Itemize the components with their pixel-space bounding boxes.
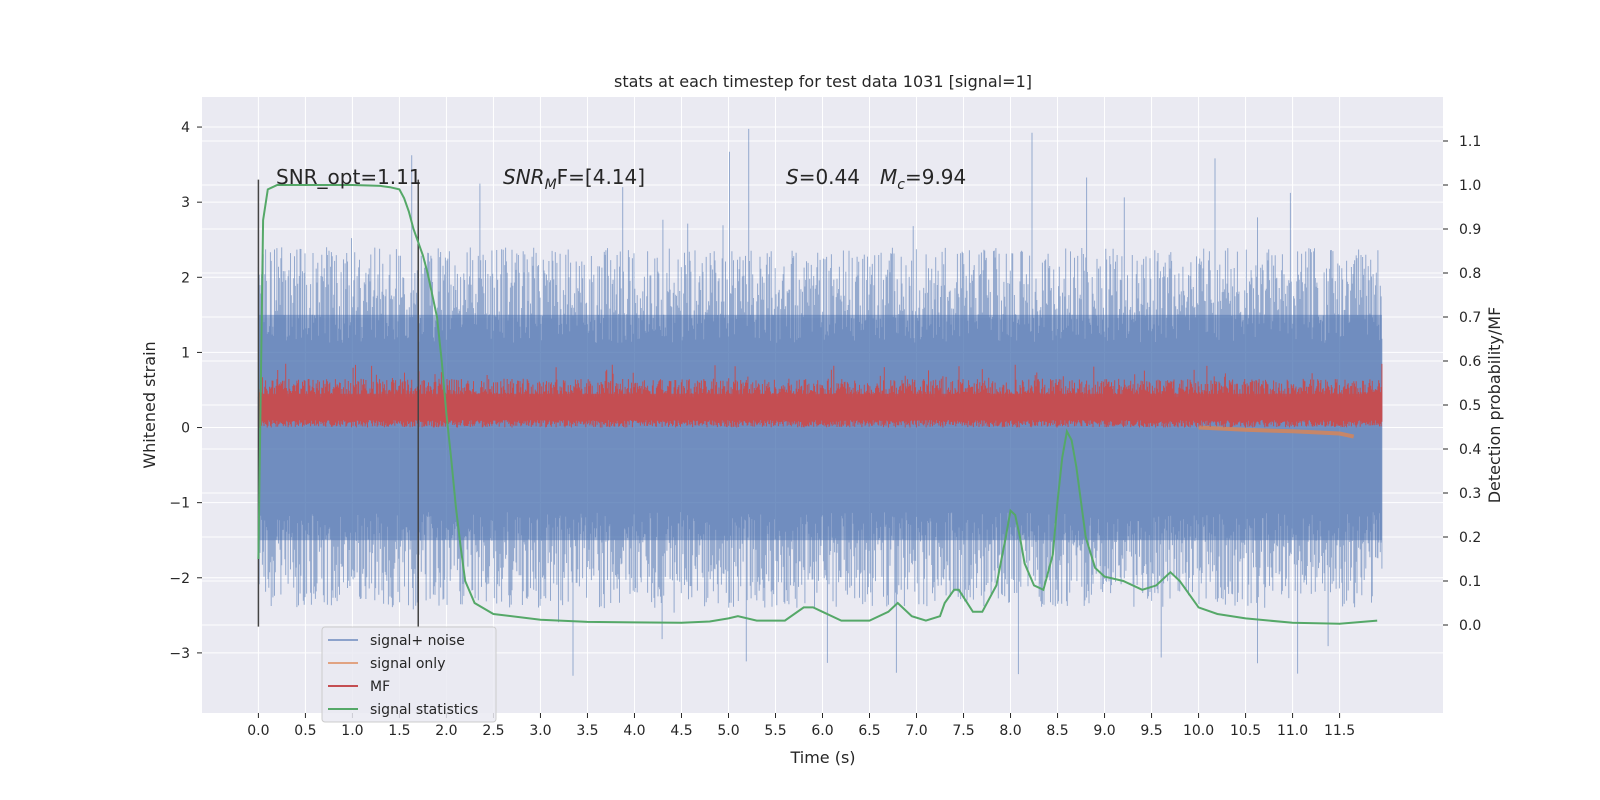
x-tick-label: 8.0 bbox=[999, 723, 1021, 739]
y-right-tick-label: 0.7 bbox=[1459, 310, 1481, 326]
x-tick-label: 7.0 bbox=[905, 723, 927, 739]
x-tick-label: 1.0 bbox=[341, 723, 363, 739]
series-signal-noise bbox=[257, 128, 1383, 676]
x-tick-label: 6.0 bbox=[811, 723, 833, 739]
s-value: =0.44 bbox=[799, 165, 860, 189]
y-right-tick-label: 1.0 bbox=[1459, 178, 1481, 194]
x-tick-label: 7.5 bbox=[952, 723, 974, 739]
snr-mf-sub: M bbox=[545, 177, 557, 193]
y-right-axis-ticks: 0.0 0.1 0.2 0.3 0.4 0.5 0.6 0.7 0.8 0.9 1.0 1.1 bbox=[1443, 134, 1481, 634]
x-tick-label: 11.5 bbox=[1324, 723, 1355, 739]
x-tick-label: 3.5 bbox=[576, 723, 598, 739]
mc-value: =9.94 bbox=[905, 165, 966, 189]
legend-label-signal-statistics: signal statistics bbox=[370, 702, 478, 718]
legend-box bbox=[321, 626, 497, 723]
annotation-snr-opt: SNR_opt=1.11 bbox=[276, 165, 422, 189]
x-tick-label: 10.5 bbox=[1230, 723, 1261, 739]
x-tick-label: 8.5 bbox=[1046, 723, 1068, 739]
snr-mf-prefix: SNR bbox=[503, 165, 545, 189]
y-right-tick-label: 0.3 bbox=[1459, 486, 1481, 502]
y-right-tick-label: 0.8 bbox=[1459, 266, 1481, 282]
annotation-s-mc: S=0.44 Mc=9.94 bbox=[786, 165, 966, 193]
legend-label-mf: MF bbox=[370, 679, 390, 695]
x-tick-label: 2.5 bbox=[482, 723, 504, 739]
y-right-tick-label: 0.0 bbox=[1459, 618, 1481, 634]
x-tick-label: 3.0 bbox=[529, 723, 551, 739]
y-tick-label: −3 bbox=[169, 646, 190, 662]
mc-sub: c bbox=[897, 177, 905, 193]
y-tick-label: 2 bbox=[181, 270, 190, 286]
x-axis-ticks: 0.0 0.5 1.0 1.5 2.0 2.5 3.0 3.5 4.0 4.5 5.0 5.5 6.0 6… bbox=[247, 713, 1355, 739]
x-axis-label: Time (s) bbox=[789, 748, 855, 767]
legend-label-signal-only: signal only bbox=[370, 656, 445, 672]
y-right-tick-label: 0.2 bbox=[1459, 530, 1481, 546]
x-tick-label: 0.0 bbox=[247, 723, 269, 739]
mc-label: M bbox=[880, 165, 897, 189]
annotation-snr-mf: SNRMF=[4.14] bbox=[503, 165, 645, 193]
snr-mf-suffix: F=[4.14] bbox=[557, 165, 645, 189]
y-right-tick-label: 0.5 bbox=[1459, 398, 1481, 414]
x-tick-label: 10.0 bbox=[1183, 723, 1214, 739]
y-tick-label: 0 bbox=[181, 421, 190, 437]
x-tick-label: 4.5 bbox=[670, 723, 692, 739]
legend-label-signal-noise: signal+ noise bbox=[370, 633, 465, 649]
y-tick-label: 3 bbox=[181, 195, 190, 211]
x-tick-label: 4.0 bbox=[623, 723, 645, 739]
x-tick-label: 9.0 bbox=[1093, 723, 1115, 739]
legend: signal+ noise signal only MF signal stat… bbox=[321, 626, 497, 723]
y-right-tick-label: 0.9 bbox=[1459, 222, 1481, 238]
x-tick-label: 2.0 bbox=[435, 723, 457, 739]
x-tick-label: 11.0 bbox=[1277, 723, 1308, 739]
y-axis-ticks: −3 −2 −1 0 1 2 3 4 bbox=[169, 120, 202, 662]
y-tick-label: −2 bbox=[169, 571, 190, 587]
y-tick-label: −1 bbox=[169, 496, 190, 512]
x-tick-label: 6.5 bbox=[858, 723, 880, 739]
series-signal-only bbox=[1198, 425, 1355, 439]
x-tick-label: 5.5 bbox=[764, 723, 786, 739]
s-label: S bbox=[786, 165, 799, 189]
series-signal-statistics bbox=[257, 184, 1378, 625]
y-tick-label: 4 bbox=[181, 120, 190, 136]
y-right-tick-label: 1.1 bbox=[1459, 134, 1481, 150]
chart-title: stats at each timestep for test data 103… bbox=[614, 72, 1032, 91]
x-tick-label: 5.0 bbox=[717, 723, 739, 739]
x-tick-label: 0.5 bbox=[294, 723, 316, 739]
x-tick-label: 9.5 bbox=[1140, 723, 1162, 739]
y-right-tick-label: 0.4 bbox=[1459, 442, 1481, 458]
y-right-tick-label: 0.1 bbox=[1459, 574, 1481, 590]
y-right-axis-label: Detection probability/MF bbox=[1485, 307, 1504, 504]
y-axis-label: Whitened strain bbox=[140, 341, 159, 468]
y-right-tick-label: 0.6 bbox=[1459, 354, 1481, 370]
y-tick-label: 1 bbox=[181, 345, 190, 361]
x-tick-label: 1.5 bbox=[388, 723, 410, 739]
